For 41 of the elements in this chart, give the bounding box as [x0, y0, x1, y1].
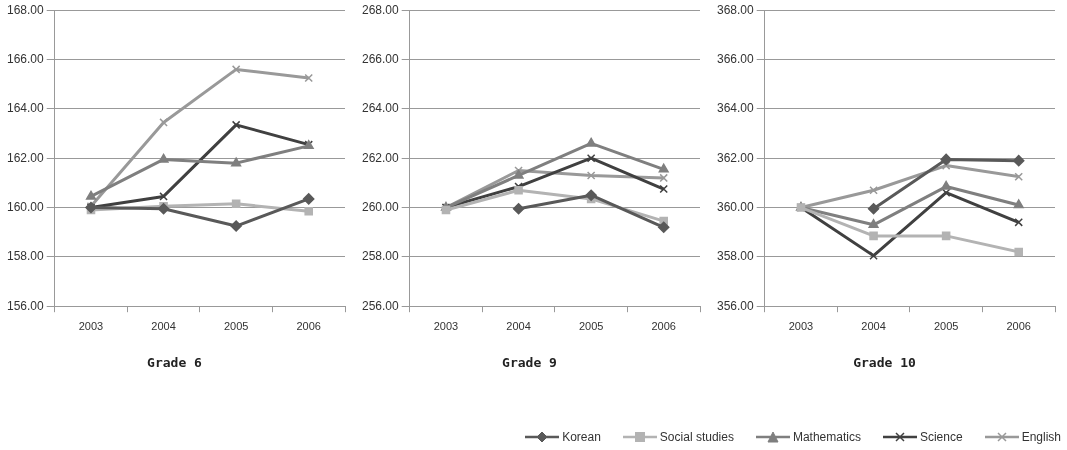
x-tick-label: 2004 — [506, 319, 531, 332]
x-tick-label: 2006 — [296, 319, 321, 332]
legend-label: Science — [919, 430, 963, 444]
x-tick-label: 2006 — [1006, 319, 1031, 332]
y-tick-label: 166.00 — [7, 51, 45, 66]
y-tick-label: 160.00 — [7, 199, 45, 214]
y-tick-label: 266.00 — [362, 51, 400, 66]
x-tick-label: 2004 — [151, 319, 176, 332]
x-tick-label: 2003 — [788, 319, 814, 332]
legend-label: Mathematics — [792, 430, 861, 444]
y-tick-label: 366.00 — [717, 51, 755, 66]
y-tick-label: 362.00 — [717, 150, 755, 165]
y-tick-label: 258.00 — [362, 249, 400, 264]
y-tick-label: 358.00 — [717, 249, 755, 264]
y-tick-label: 158.00 — [7, 249, 45, 264]
y-tick-label: 260.00 — [362, 199, 400, 214]
legend-label: Social studies — [659, 430, 734, 444]
y-tick-label: 268.00 — [362, 2, 400, 17]
x-tick-label: 2003 — [78, 319, 104, 332]
x-tick-label: 2004 — [861, 319, 886, 332]
y-tick-label: 262.00 — [362, 150, 400, 165]
text: Grade 9 — [502, 354, 557, 370]
y-tick-label: 164.00 — [7, 101, 45, 116]
y-tick-label: 364.00 — [717, 101, 755, 116]
legend-label: English — [1021, 430, 1061, 444]
y-tick-label: 168.00 — [7, 2, 45, 17]
x-tick-label: 2006 — [651, 319, 676, 332]
text: Grade 6 — [147, 354, 203, 370]
x-tick-label: 2003 — [433, 319, 459, 332]
text: Grade 10 — [853, 354, 916, 370]
y-tick-label: 356.00 — [717, 298, 755, 313]
y-tick-label: 256.00 — [362, 298, 400, 313]
y-tick-label: 368.00 — [717, 2, 755, 17]
x-tick-label: 2005 — [933, 319, 959, 332]
y-tick-label: 360.00 — [717, 199, 755, 214]
x-tick-label: 2005 — [578, 319, 604, 332]
y-tick-label: 156.00 — [7, 298, 45, 313]
legend-label: Korean — [562, 430, 601, 444]
x-tick-label: 2005 — [223, 319, 249, 332]
y-tick-label: 162.00 — [7, 150, 45, 165]
y-tick-label: 264.00 — [362, 101, 400, 116]
